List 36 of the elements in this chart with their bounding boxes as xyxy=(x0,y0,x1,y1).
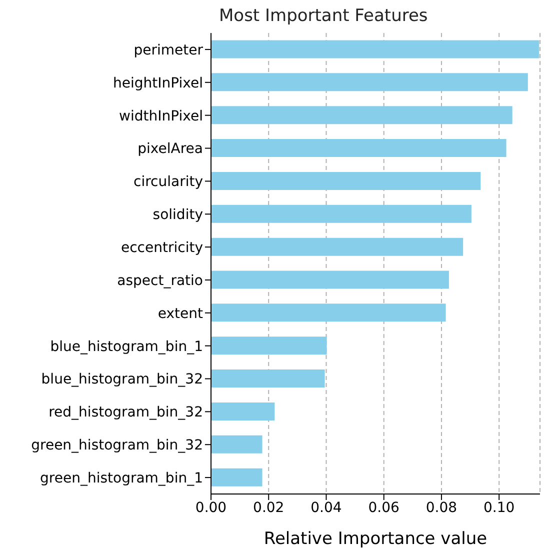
x-axis-title: Relative Importance value xyxy=(264,529,488,549)
bar xyxy=(211,435,262,454)
x-tick-label: 0.06 xyxy=(368,500,400,516)
bar xyxy=(211,304,446,322)
bar xyxy=(211,139,506,158)
x-tick-label: 0.00 xyxy=(195,500,227,516)
y-tick-label: blue_histogram_bin_1 xyxy=(50,338,203,355)
bar xyxy=(211,370,325,388)
y-tick-label: eccentricity xyxy=(121,240,203,256)
y-tick-label: aspect_ratio xyxy=(117,272,203,289)
x-tick-label: 0.04 xyxy=(310,500,342,516)
y-tick-label: red_histogram_bin_32 xyxy=(48,404,203,421)
y-tick-label: green_histogram_bin_32 xyxy=(31,438,203,454)
bar xyxy=(211,172,481,190)
bar xyxy=(211,73,528,92)
bar xyxy=(211,270,449,289)
x-tick-label: 0.08 xyxy=(426,500,458,516)
y-tick-label: widthInPixel xyxy=(119,108,203,124)
y-tick-label: heightInPixel xyxy=(112,75,203,92)
bar xyxy=(211,40,540,58)
bar xyxy=(211,106,512,124)
bar xyxy=(211,402,275,420)
chart-title: Most Important Features xyxy=(219,6,428,26)
bar xyxy=(211,238,464,256)
y-tick-label: circularity xyxy=(134,174,203,190)
bar xyxy=(211,204,472,223)
bar xyxy=(211,336,327,355)
y-tick-label: perimeter xyxy=(134,42,204,58)
y-tick-label: green_histogram_bin_1 xyxy=(40,470,203,487)
y-tick-label: pixelArea xyxy=(138,141,203,158)
y-tick-label: extent xyxy=(158,306,204,322)
bar xyxy=(211,468,262,486)
x-tick-label: 0.02 xyxy=(253,500,284,516)
y-tick-label: solidity xyxy=(152,207,203,224)
y-tick-label: blue_histogram_bin_32 xyxy=(41,372,203,388)
x-tick-label: 0.10 xyxy=(484,500,515,516)
